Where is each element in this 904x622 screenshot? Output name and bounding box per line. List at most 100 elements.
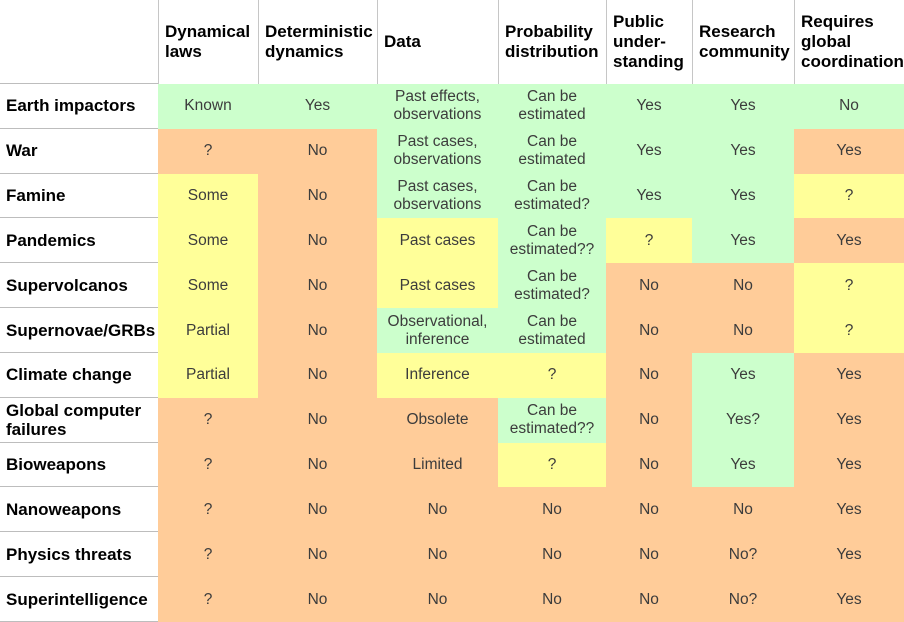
table-cell: No — [498, 487, 606, 533]
table-cell: No — [498, 532, 606, 578]
row-label: Global computer failures — [0, 397, 158, 443]
column-header-requires-global-coordination: Requires global coordination — [794, 0, 904, 84]
row-label: War — [0, 128, 158, 174]
table-cell: ? — [606, 218, 692, 264]
table-cell: No — [377, 487, 498, 533]
table-cell: Some — [158, 173, 258, 219]
table-cell: No — [606, 352, 692, 398]
table-cell: No — [258, 263, 377, 309]
table-cell: ? — [158, 532, 258, 578]
table-cell: No? — [692, 532, 794, 578]
row-label: Supernovae/GRBs — [0, 308, 158, 353]
table-cell: No — [692, 263, 794, 309]
table-cell: Past cases, observations — [377, 173, 498, 219]
table-cell: Yes — [794, 352, 904, 398]
table-cell: No — [606, 577, 692, 622]
row-label: Nanoweapons — [0, 487, 158, 533]
table-cell: Obsolete — [377, 397, 498, 443]
table-row: Pandemics Some No Past cases Can be estimate… — [0, 218, 904, 264]
table-cell: No — [692, 308, 794, 353]
table-row: Nanoweapons? No No No No No Yes — [0, 487, 904, 533]
table-cell: No — [606, 487, 692, 533]
table-cell: ? — [498, 352, 606, 398]
table-cell: Yes — [794, 487, 904, 533]
table-cell: Past cases — [377, 263, 498, 309]
table-cell: Yes — [794, 397, 904, 443]
table-cell: ? — [158, 577, 258, 622]
table-cell: Limited — [377, 442, 498, 488]
table-cell: Can be estimated — [498, 128, 606, 174]
table-row: Superintelligence? No No No No No? Yes — [0, 577, 904, 622]
table-cell: Yes — [606, 173, 692, 219]
table-cell: Past cases — [377, 218, 498, 264]
table-cell: Yes — [692, 173, 794, 219]
table-cell: No — [258, 487, 377, 533]
row-label: Bioweapons — [0, 442, 158, 488]
table-cell: No — [377, 532, 498, 578]
table-cell: No — [258, 577, 377, 622]
table-cell: ? — [158, 128, 258, 174]
table-cell: No — [258, 128, 377, 174]
column-header-public-understanding: Public under- standing — [606, 0, 692, 84]
table-cell: ? — [794, 263, 904, 309]
table-row: Global computer failures? No Obsolete Can b… — [0, 397, 904, 443]
table-cell: Yes — [794, 442, 904, 488]
table-cell: No — [606, 308, 692, 353]
table-cell: No — [606, 442, 692, 488]
table-cell: No — [258, 352, 377, 398]
table-row: Famine Some No Past cases, observations Can … — [0, 173, 904, 219]
table-cell: Yes? — [692, 397, 794, 443]
table-cell: Partial — [158, 352, 258, 398]
table-row: Climate change Partial No Inference? No Yes Ye… — [0, 352, 904, 398]
table-cell: No — [258, 397, 377, 443]
table-cell: No — [606, 263, 692, 309]
table-cell: ? — [158, 442, 258, 488]
table-cell: Yes — [258, 84, 377, 129]
table-cell: No — [258, 218, 377, 264]
table-cell: No? — [692, 577, 794, 622]
column-header-research-community: Research community — [692, 0, 794, 84]
table-cell: Can be estimated? — [498, 263, 606, 309]
table-cell: No — [692, 487, 794, 533]
row-label: Famine — [0, 173, 158, 219]
table-cell: No — [258, 173, 377, 219]
table-row: Physics threats? No No No No No? Yes — [0, 532, 904, 578]
row-label: Pandemics — [0, 218, 158, 264]
corner-cell — [0, 0, 158, 84]
table-cell: No — [258, 308, 377, 353]
table-cell: Yes — [794, 218, 904, 264]
column-header-deterministic-dynamics: Deterministic dynamics — [258, 0, 377, 84]
table-cell: Can be estimated?? — [498, 397, 606, 443]
column-header-dynamical-laws: Dynamical laws — [158, 0, 258, 84]
table-row: Earth impactors Known Yes Past effects, obs… — [0, 84, 904, 129]
table-cell: Yes — [692, 128, 794, 174]
table-row: War? No Past cases, observations Can be est… — [0, 128, 904, 174]
table-cell: No — [258, 532, 377, 578]
column-header-probability-distribution: Probability distribution — [498, 0, 606, 84]
table-cell: No — [794, 84, 904, 129]
table-cell: No — [498, 577, 606, 622]
table-cell: Yes — [606, 84, 692, 129]
table-cell: Partial — [158, 308, 258, 353]
table-cell: Can be estimated — [498, 308, 606, 353]
table-cell: ? — [794, 308, 904, 353]
table-cell: No — [377, 577, 498, 622]
table-cell: Yes — [794, 532, 904, 578]
row-label: Climate change — [0, 352, 158, 398]
table-cell: Past effects, observations — [377, 84, 498, 129]
table-cell: Can be estimated? — [498, 173, 606, 219]
row-label: Physics threats — [0, 532, 158, 578]
table-cell: Yes — [606, 128, 692, 174]
table-cell: No — [258, 442, 377, 488]
table-cell: Yes — [794, 577, 904, 622]
table-cell: Past cases, observations — [377, 128, 498, 174]
table-cell: Can be estimated?? — [498, 218, 606, 264]
table-cell: ? — [794, 173, 904, 219]
row-label: Supervolcanos — [0, 263, 158, 309]
row-label: Earth impactors — [0, 84, 158, 129]
table-cell: Can be estimated — [498, 84, 606, 129]
table-cell: No — [606, 532, 692, 578]
table-row: Bioweapons? No Limited? No Yes Yes — [0, 442, 904, 488]
table-cell: Yes — [692, 84, 794, 129]
